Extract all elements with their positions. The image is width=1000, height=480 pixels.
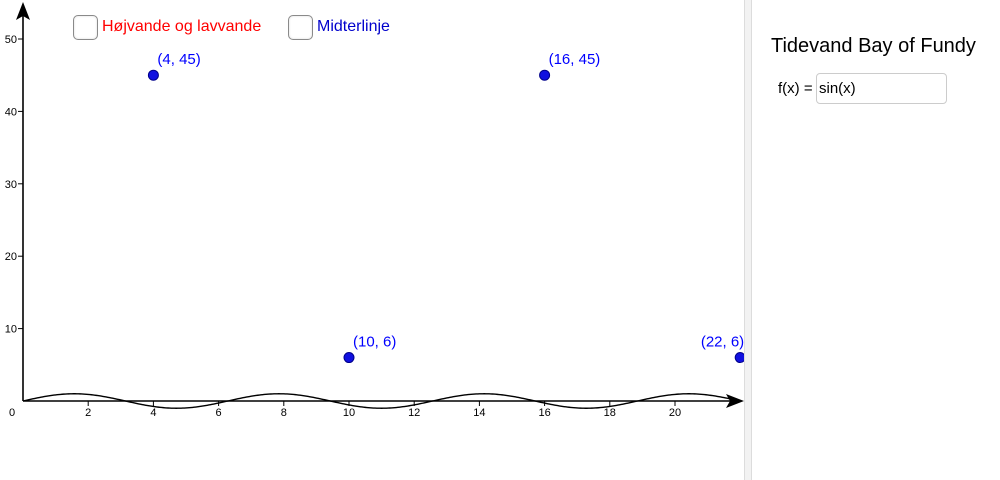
x-axis-arrow (726, 394, 744, 408)
x-tick-label: 8 (281, 407, 287, 419)
y-tick-label: 30 (5, 179, 17, 191)
checkbox-high-low-tide[interactable]: Højvande og lavvande (73, 13, 261, 41)
data-point[interactable] (147, 69, 159, 81)
checkbox-box[interactable] (288, 14, 313, 40)
x-tick-label: 12 (408, 407, 420, 419)
side-panel: Tidevand Bay of Fundy f(x) = (752, 0, 1000, 480)
x-tick-label: 20 (669, 407, 681, 419)
y-axis-arrow (16, 2, 30, 20)
x-tick-label: 18 (604, 407, 616, 419)
x-tick-label: 4 (150, 407, 156, 419)
x-tick-label: 14 (473, 407, 485, 419)
x-tick-label: 10 (343, 407, 355, 419)
checkbox-box[interactable] (73, 14, 98, 40)
function-label: f(x) = (778, 80, 813, 97)
checkbox-label-high-low-tide: Højvande og lavvande (102, 18, 262, 35)
checkbox-midline[interactable]: Midterlinje (288, 13, 390, 41)
checkbox-label-midline: Midterlinje (317, 18, 390, 35)
x-tick-label: 6 (216, 407, 222, 419)
data-point[interactable] (734, 352, 744, 364)
function-curve[interactable] (22, 393, 741, 409)
y-tick-label: 40 (5, 106, 17, 118)
graphics-view[interactable]: 0 2 4 6 8 10 12 14 16 18 20 10 20 30 40 50 (4, 45) (16, 4… (0, 0, 744, 480)
panel-title: Tidevand Bay of Fundy (771, 35, 976, 57)
y-tick-label: 10 (5, 324, 17, 336)
point-label: (4, 45) (157, 51, 200, 68)
function-input[interactable] (816, 73, 947, 104)
panel-divider[interactable] (744, 0, 752, 480)
point-label: (16, 45) (549, 51, 601, 68)
data-point[interactable] (539, 69, 551, 81)
x-tick-label: 0 (9, 407, 15, 419)
point-label: (22, 6) (701, 334, 744, 351)
y-tick-label: 20 (5, 251, 17, 263)
coordinate-plot[interactable]: 0 2 4 6 8 10 12 14 16 18 20 10 20 30 40 50 (4, 45) (16, 4… (0, 0, 744, 480)
y-tick-label: 50 (5, 34, 17, 46)
data-point[interactable] (343, 352, 355, 364)
x-tick-label: 16 (538, 407, 550, 419)
point-label: (10, 6) (353, 334, 396, 351)
x-tick-label: 2 (85, 407, 91, 419)
